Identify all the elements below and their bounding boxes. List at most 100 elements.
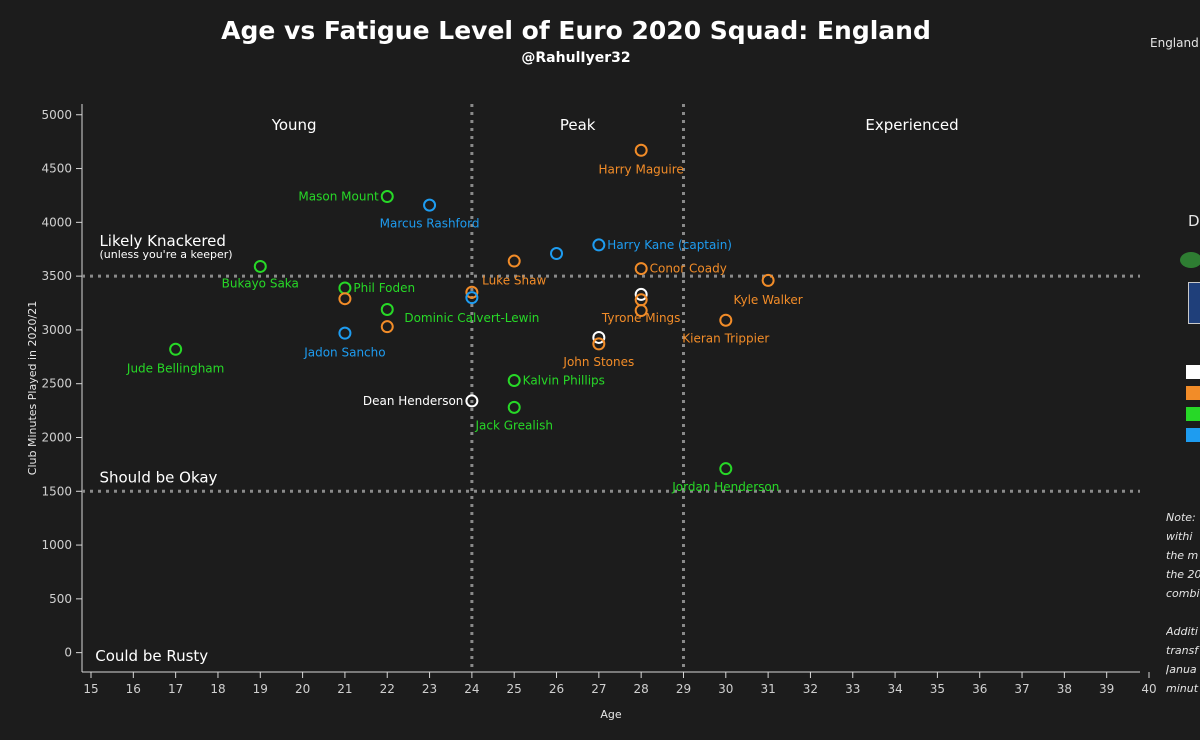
player-label: Dean Henderson <box>363 394 464 408</box>
legend-swatch-goalkeeper <box>1186 365 1200 379</box>
player-label: Bukayo Saka <box>222 277 299 291</box>
player-point <box>507 400 521 414</box>
player-label: Marcus Rashford <box>380 216 480 230</box>
x-tick-label: 36 <box>972 682 987 696</box>
y-tick-label: 0 <box>64 646 72 660</box>
x-tick-label: 16 <box>126 682 141 696</box>
y-tick-label: 1000 <box>41 538 72 552</box>
player-point <box>169 342 183 356</box>
player-label: Phil Foden <box>353 281 415 295</box>
player-label: Jadon Sancho <box>303 346 385 360</box>
x-tick-label: 27 <box>591 682 606 696</box>
x-tick-label: 29 <box>676 682 691 696</box>
footnote-text: Note: withi the m the 20 combi Additi tr… <box>1166 511 1200 695</box>
player-point <box>380 320 394 334</box>
player-label: Harry Maguire <box>599 163 684 177</box>
x-tick-label: 30 <box>718 682 733 696</box>
player-label: Conor Coady <box>650 262 727 276</box>
quadrant-annotation: Could be Rusty <box>95 647 208 665</box>
club-badge-icon <box>1188 282 1200 324</box>
player-label: John Stones <box>562 355 634 369</box>
player-point <box>423 198 437 212</box>
player-label: Jordan Henderson <box>671 480 779 494</box>
player-label: Luke Shaw <box>482 273 546 287</box>
player-label: Jack Grealish <box>474 419 552 433</box>
zone-label: Young <box>271 116 317 134</box>
quadrant-annotation: Should be Okay <box>99 469 217 487</box>
player-point <box>253 259 267 273</box>
player-point <box>338 292 352 306</box>
club-crest-icon <box>1180 252 1200 268</box>
x-tick-label: 31 <box>760 682 775 696</box>
x-tick-label: 26 <box>549 682 564 696</box>
x-tick-label: 37 <box>1014 682 1029 696</box>
x-tick-label: 24 <box>464 682 479 696</box>
player-label: Kyle Walker <box>733 293 802 307</box>
player-point <box>338 326 352 340</box>
y-tick-label: 4500 <box>41 162 72 176</box>
y-tick-label: 1500 <box>41 484 72 498</box>
y-axis-title: Club Minutes Played in 2020/21 <box>26 301 39 475</box>
player-point <box>634 287 648 301</box>
legend-swatch-forward <box>1186 428 1200 442</box>
x-axis-title: Age <box>600 708 622 721</box>
y-tick-label: 500 <box>49 592 72 606</box>
quadrant-annotation: (unless you're a keeper) <box>99 248 232 261</box>
legend-heading-letter: D <box>1188 212 1200 230</box>
quadrant-annotation: Likely Knackered <box>99 232 225 250</box>
player-point <box>761 273 775 287</box>
player-label: Mason Mount <box>298 190 379 204</box>
x-tick-label: 33 <box>845 682 860 696</box>
player-label: Jude Bellingham <box>126 362 224 376</box>
player-point <box>634 304 648 318</box>
player-label: Tyrone Mings <box>601 311 681 325</box>
player-point <box>465 291 479 305</box>
legend-swatch-defender <box>1186 386 1200 400</box>
chart-subtitle: @RahulIyer32 <box>521 50 631 66</box>
player-point <box>338 281 352 295</box>
y-tick-label: 3000 <box>41 323 72 337</box>
player-point <box>634 262 648 276</box>
x-tick-label: 34 <box>887 682 902 696</box>
player-point <box>592 337 606 351</box>
player-label: Kalvin Phillips <box>523 373 605 387</box>
x-tick-label: 19 <box>253 682 268 696</box>
player-point <box>507 373 521 387</box>
x-tick-label: 20 <box>295 682 310 696</box>
player-point <box>380 190 394 204</box>
player-point <box>465 285 479 299</box>
y-tick-label: 2000 <box>41 430 72 444</box>
player-point <box>380 302 394 316</box>
player-label: Kieran Trippier <box>682 332 769 346</box>
legend-swatch-midfielder <box>1186 407 1200 421</box>
player-point <box>592 330 606 344</box>
team-filter-label[interactable]: England <box>1150 36 1199 50</box>
x-tick-label: 38 <box>1057 682 1072 696</box>
zone-label: Experienced <box>865 116 958 134</box>
y-tick-label: 5000 <box>41 108 72 122</box>
x-tick-label: 25 <box>507 682 522 696</box>
x-tick-label: 32 <box>803 682 818 696</box>
x-tick-label: 28 <box>634 682 649 696</box>
player-point <box>634 143 648 157</box>
player-label: Harry Kane (captain) <box>607 238 732 252</box>
x-tick-label: 15 <box>83 682 98 696</box>
player-label: Dominic Calvert-Lewin <box>404 311 539 325</box>
zone-label: Peak <box>560 116 596 134</box>
player-point <box>719 313 733 327</box>
x-tick-label: 40 <box>1141 682 1156 696</box>
x-tick-label: 23 <box>422 682 437 696</box>
x-tick-label: 18 <box>210 682 225 696</box>
chart-title: Age vs Fatigue Level of Euro 2020 Squad:… <box>221 16 931 45</box>
y-tick-label: 4000 <box>41 215 72 229</box>
player-point <box>719 462 733 476</box>
y-tick-label: 3500 <box>41 269 72 283</box>
x-tick-label: 17 <box>168 682 183 696</box>
y-tick-label: 2500 <box>41 377 72 391</box>
x-tick-label: 39 <box>1099 682 1114 696</box>
player-point <box>550 247 564 261</box>
x-tick-label: 35 <box>930 682 945 696</box>
x-tick-label: 21 <box>337 682 352 696</box>
x-tick-label: 22 <box>380 682 395 696</box>
